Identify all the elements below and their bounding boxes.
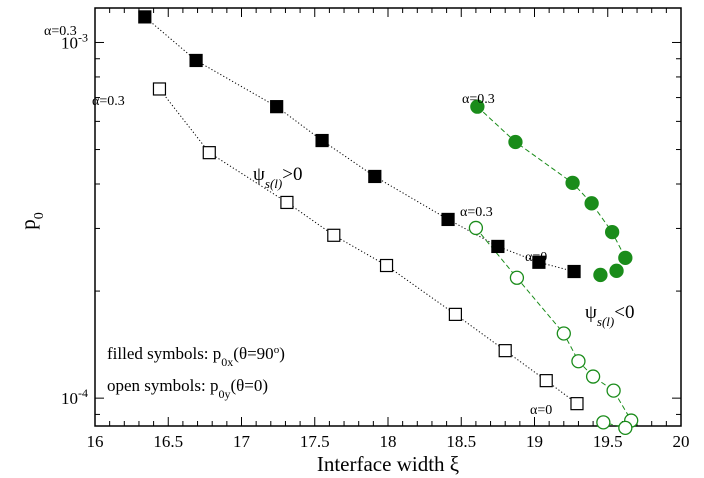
data-point-black-filled xyxy=(491,239,505,254)
legend-note-filled-mid: (θ=90 xyxy=(233,344,273,363)
alpha-open-green-label: α=0.3 xyxy=(460,205,493,220)
data-point-green-open xyxy=(606,383,621,398)
psi-negative-sub: s(l) xyxy=(597,314,614,329)
alpha-filled-black-label: α=0.3 xyxy=(44,24,77,39)
alpha-open-black-label: α=0.3 xyxy=(92,94,125,109)
x-tick-labels: 16 16.5 17 17.5 18 18.5 19 19.5 20 xyxy=(87,432,690,451)
legend-note-open-tail: (θ=0) xyxy=(230,376,268,395)
data-point-green-filled xyxy=(584,196,599,211)
x-tick-label: 18 xyxy=(380,432,397,451)
data-point-green-open xyxy=(571,354,586,369)
series-lines xyxy=(144,16,632,429)
data-point-green-filled xyxy=(565,175,580,191)
x-tick-label: 19 xyxy=(526,432,543,451)
data-point-green-open xyxy=(618,420,633,436)
legend-note-open-lead: open symbols: p xyxy=(107,376,218,395)
data-point-black-open xyxy=(379,258,394,273)
series-markers xyxy=(138,10,639,436)
data-point-black-open xyxy=(448,307,462,321)
data-point-black-filled xyxy=(315,133,329,148)
data-point-green-filled xyxy=(604,224,620,240)
psi-positive-label: ψs(l)>0 xyxy=(253,164,302,191)
y-axis-title-sub: 0 xyxy=(32,212,47,219)
data-point-black-filled xyxy=(567,264,581,279)
legend-note-open-sub: 0y xyxy=(218,387,230,401)
data-point-green-filled xyxy=(618,250,633,265)
psi-positive-symbol: ψ xyxy=(253,164,265,185)
x-tick-label: 18.5 xyxy=(446,432,476,451)
data-point-green-open xyxy=(468,220,484,236)
psi-negative-symbol: ψ xyxy=(585,302,597,323)
legend-note-filled-lead: filled symbols: p xyxy=(107,344,221,363)
data-point-black-filled xyxy=(368,169,382,184)
psi-positive-rest: >0 xyxy=(282,164,302,185)
data-point-green-open xyxy=(556,326,571,341)
legend-note-filled-sup: o xyxy=(274,344,280,356)
alpha-zero-upper-label: α=0 xyxy=(525,250,547,265)
data-point-black-open xyxy=(539,374,553,388)
legend-note-filled: filled symbols: p0x(θ=90o) xyxy=(107,344,285,369)
data-point-black-filled xyxy=(189,53,203,68)
data-point-black-filled xyxy=(138,10,152,24)
data-point-black-open xyxy=(202,146,216,160)
psi-negative-rest: <0 xyxy=(614,302,634,323)
y-axis-title-main: p xyxy=(16,219,40,230)
y-tick-label-base: 10 xyxy=(61,389,78,408)
series-line-green-open xyxy=(475,227,632,429)
data-point-green-filled xyxy=(593,267,608,283)
y-tick-label-exp: -3 xyxy=(78,30,88,44)
y-tick-label-base: 10 xyxy=(61,33,78,52)
psi-positive-sub: s(l) xyxy=(265,176,282,191)
plot-frame xyxy=(94,7,682,427)
data-point-black-filled xyxy=(441,212,455,227)
legend-note-filled-sub: 0x xyxy=(221,355,233,369)
x-tick-label: 17.5 xyxy=(300,432,330,451)
y-tick-label: 10-3 xyxy=(61,30,88,52)
data-point-black-open xyxy=(280,195,294,210)
x-tick-label: 16.5 xyxy=(153,432,183,451)
data-point-black-open xyxy=(327,228,341,242)
data-point-green-open xyxy=(596,415,611,430)
data-point-green-open xyxy=(585,369,601,384)
legend-note-open: open symbols: p0y(θ=0) xyxy=(107,376,268,401)
data-point-black-open xyxy=(152,82,167,96)
y-tick-label-exp: -4 xyxy=(78,386,88,400)
y-tick-labels: 10-410-3 xyxy=(61,30,88,408)
data-point-green-filled xyxy=(609,263,624,278)
x-axis-title: Interface width ξ xyxy=(317,452,459,476)
x-tick-label: 20 xyxy=(673,432,690,451)
x-tick-label: 17 xyxy=(233,432,251,451)
data-point-black-filled xyxy=(270,100,284,114)
alpha-filled-green-label: α=0.3 xyxy=(462,92,495,107)
data-point-green-filled xyxy=(508,134,523,150)
x-tick-label: 16 xyxy=(87,432,104,451)
psi-negative-label: ψs(l)<0 xyxy=(585,302,634,329)
data-point-green-open xyxy=(509,270,525,285)
alpha-zero-lower-label: α=0 xyxy=(530,403,552,418)
y-tick-label: 10-4 xyxy=(61,386,88,408)
axis-ticks xyxy=(94,8,682,426)
y-axis-title: p0 xyxy=(16,212,47,230)
data-point-black-filled xyxy=(532,255,546,269)
data-point-black-open xyxy=(498,344,512,358)
data-point-black-open xyxy=(570,397,584,411)
x-tick-label: 19.5 xyxy=(593,432,623,451)
legend-note-filled-tail: ) xyxy=(279,344,285,363)
data-point-green-filled xyxy=(470,99,485,114)
